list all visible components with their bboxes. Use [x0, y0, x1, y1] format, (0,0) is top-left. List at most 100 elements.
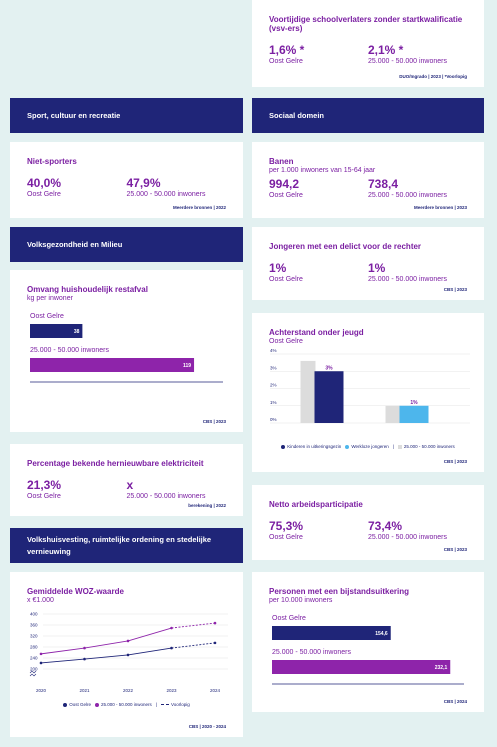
line-point	[83, 646, 86, 650]
line-point	[39, 661, 43, 665]
y-tick-label: 320	[30, 634, 38, 639]
chart-subtitle: kg per inwoner	[27, 295, 73, 302]
x-tick-label: 2022	[123, 688, 134, 693]
x-tick-label: 2023	[166, 688, 177, 693]
stat: x 25.000 - 50.000 inwoners	[127, 478, 227, 500]
chart-title: Achterstand onder jeugd	[269, 328, 364, 337]
section-header: Sociaal domein	[252, 98, 484, 133]
stat-value: 47,9%	[126, 176, 161, 190]
stat: 1,6% * Oost Gelre	[269, 43, 368, 65]
stat: 40,0% Oost Gelre	[27, 176, 127, 198]
stat-row: 21,3% Oost Gelre x 25.000 - 50.000 inwoners	[27, 478, 226, 500]
source: Meerdere bronnen | 2022	[172, 205, 226, 210]
stat-value: 73,4%	[368, 519, 403, 533]
bar-comparison	[300, 360, 316, 423]
legend-label: Werkloze jongeren	[351, 444, 389, 449]
stat-label: 25.000 - 50.000 inwoners	[126, 493, 206, 500]
source: Meerdere bronnen | 2023	[413, 205, 467, 210]
y-tick-label: 0%	[270, 417, 277, 422]
bar-value-label: 38	[74, 329, 80, 335]
stat: 1% 25.000 - 50.000 inwoners	[368, 261, 467, 283]
stat-row: 1,6% * Oost Gelre 2,1% * 25.000 - 50.000 in…	[269, 43, 467, 65]
section-header: Volkshuisvesting, ruimtelijke ordening e…	[10, 528, 243, 563]
stat-label: Oost Gelre	[269, 58, 303, 65]
y-tick-label: 200	[30, 667, 38, 672]
bar-category: 25.000 - 50.000 inwoners	[30, 347, 109, 354]
legend-label: Kinderen in uitkeringsgezin	[287, 444, 342, 449]
legend-label: Voorlopig	[170, 702, 190, 707]
stat-label: Oost Gelre	[269, 192, 303, 199]
card-title: Jongeren met een delict voor de rechter	[269, 242, 422, 251]
line-point	[126, 653, 130, 657]
legend-item: 25.000 - 50.000 inwoners	[397, 444, 455, 449]
stat-label: 25.000 - 50.000 inwoners	[126, 191, 206, 198]
card-title: Percentage bekende hernieuwbare elektric…	[27, 459, 204, 468]
bar-value-label: 3%	[325, 365, 333, 371]
legend-swatch	[397, 444, 402, 449]
legend-label: Oost Gelre	[69, 702, 92, 707]
legend-separator: |	[155, 702, 157, 707]
source: CBS | 2020 - 2024	[188, 724, 226, 729]
legend-label: 25.000 - 50.000 inwoners	[403, 444, 455, 449]
stat-value: 738,4	[368, 177, 399, 191]
legend-dot	[63, 702, 68, 707]
source: CBS | 2024	[443, 699, 467, 704]
stat-card: Percentage bekende hernieuwbare elektric…	[10, 444, 243, 516]
stat: 75,3% Oost Gelre	[269, 519, 368, 541]
line-point	[39, 652, 43, 656]
source: berekening | 2022	[188, 503, 226, 508]
y-tick-label: 400	[30, 612, 38, 617]
stat-label: Oost Gelre	[269, 276, 303, 283]
y-tick-label: 1%	[270, 400, 277, 405]
source: CBS | 2023	[443, 287, 467, 292]
line-point	[213, 641, 217, 645]
chart-subtitle: x €1.000	[27, 597, 54, 604]
bar	[272, 626, 391, 640]
stat-row: 75,3% Oost Gelre 73,4% 25.000 - 50.000 inwo…	[269, 519, 467, 541]
line-point	[126, 639, 130, 643]
bar-value-label: 154,6	[375, 631, 388, 637]
stat: 73,4% 25.000 - 50.000 inwoners	[368, 519, 467, 541]
bar	[30, 324, 83, 338]
section-header: Volksgezondheid en Milieu	[10, 227, 243, 262]
stat-card: Voortijdige schoolverlaters zonder start…	[252, 0, 484, 87]
legend-dot	[281, 444, 286, 449]
source: CBS | 2023	[202, 419, 226, 424]
stat-label: 25.000 - 50.000 inwoners	[368, 192, 447, 199]
legend-separator: |	[392, 444, 394, 449]
stat-value: 21,3%	[27, 478, 62, 492]
stat-row: 40,0% Oost Gelre 47,9% 25.000 - 50.000 inwo…	[27, 176, 226, 198]
line	[40, 647, 172, 664]
stat-label: Oost Gelre	[269, 534, 303, 541]
line-point	[213, 621, 217, 625]
stat-card: Banen per 1.000 inwoners van 15-64 jaar 99…	[252, 142, 484, 218]
y-tick-label: 240	[30, 656, 38, 661]
chart-subtitle: Oost Gelre	[269, 338, 303, 345]
line	[40, 627, 172, 655]
axis-break	[29, 670, 37, 677]
legend-item: Werkloze jongeren	[345, 444, 389, 449]
chart-card: Oost Gelre 154,6 25.000 - 50.000 inwoners 2…	[252, 572, 484, 712]
bar-value-label: 119	[183, 363, 191, 369]
stat-label: Oost Gelre	[27, 493, 61, 500]
card-title: Banen	[269, 157, 294, 166]
line	[171, 642, 216, 649]
legend: Oost Gelre 25.000 - 50.000 inwoners | Voorl…	[10, 702, 243, 707]
chart: Oost Gelre 154,6 25.000 - 50.000 inwoners 2…	[272, 615, 464, 685]
line-point	[170, 646, 173, 650]
line-point	[83, 657, 86, 661]
bar	[272, 660, 451, 674]
bar	[399, 405, 429, 423]
bar-value-label: 232,1	[435, 665, 448, 671]
bar-comparison	[385, 405, 401, 423]
legend-item: 25.000 - 50.000 inwoners	[95, 702, 152, 707]
chart: Oost Gelre 38 25.000 - 50.000 inwoners 119	[30, 313, 223, 383]
stat-label: 25.000 - 50.000 inwoners	[368, 534, 447, 541]
stat-card: Netto arbeidsparticipatie 75,3% Oost Gelre…	[252, 485, 484, 560]
y-tick-label: 4%	[270, 348, 277, 353]
stat-value: 994,2	[269, 177, 300, 191]
chart-card: 0% 1% 2% 3% 4% 3% 1% Achterstand onder jeugd Oos…	[252, 313, 484, 472]
card-subtitle: per 1.000 inwoners van 15-64 jaar	[269, 167, 376, 174]
stat: 738,4 25.000 - 50.000 inwoners	[368, 177, 467, 199]
